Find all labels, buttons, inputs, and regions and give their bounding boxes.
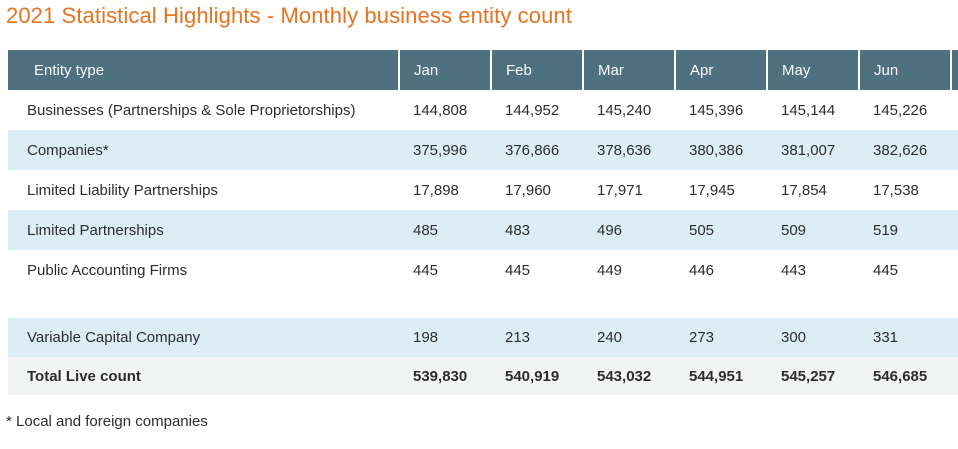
- table-row-businesses: Businesses (Partnerships & Sole Propriet…: [8, 90, 958, 130]
- cell-value: 483: [491, 210, 583, 250]
- cell-value: 376,866: [491, 130, 583, 170]
- row-label: Limited Liability Partnerships: [8, 170, 399, 210]
- cell-cutoff: [951, 210, 958, 250]
- column-header-entity-type: Entity type: [8, 50, 399, 90]
- cell-cutoff: [951, 250, 958, 290]
- cell-value: 145,396: [675, 90, 767, 130]
- cell-value: 17,945: [675, 170, 767, 210]
- column-header-jun: Jun: [858, 50, 951, 90]
- cell-value: 449: [583, 250, 675, 290]
- row-label: Limited Partnerships: [8, 210, 399, 250]
- cell-cutoff: [951, 90, 958, 130]
- cell-value: [767, 290, 859, 318]
- cell-value: 509: [767, 210, 859, 250]
- cell-value: 17,960: [491, 170, 583, 210]
- cell-value: 273: [675, 318, 767, 357]
- cell-value: 540,919: [491, 357, 583, 395]
- cell-value: 17,854: [767, 170, 859, 210]
- cell-value: 545,257: [767, 357, 859, 395]
- row-label: Companies*: [8, 130, 399, 170]
- cell-value: [859, 290, 951, 318]
- table-row-vcc: Variable Capital Company 198 213 240 273…: [8, 318, 958, 357]
- entity-count-table-container: Entity type Jan Feb Mar Apr May Jun Busi…: [8, 50, 958, 395]
- cell-value: 17,898: [399, 170, 491, 210]
- cell-value: 543,032: [583, 357, 675, 395]
- cell-value: 145,240: [583, 90, 675, 130]
- cell-value: 445: [859, 250, 951, 290]
- cell-value: [675, 290, 767, 318]
- cell-value: [399, 290, 491, 318]
- cell-cutoff: [951, 290, 958, 318]
- table-header-row: Entity type Jan Feb Mar Apr May Jun: [8, 50, 958, 90]
- cell-value: 505: [675, 210, 767, 250]
- cell-value: 144,808: [399, 90, 491, 130]
- cell-value: 546,685: [859, 357, 951, 395]
- column-header-feb: Feb: [490, 50, 583, 90]
- cell-value: 145,144: [767, 90, 859, 130]
- table-row-public-accounting-firms: Public Accounting Firms 445 445 449 446 …: [8, 250, 958, 290]
- cell-cutoff: [951, 170, 958, 210]
- cell-value: 443: [767, 250, 859, 290]
- cell-value: 144,952: [491, 90, 583, 130]
- cell-value: 17,538: [859, 170, 951, 210]
- cell-value: [491, 290, 583, 318]
- row-label: Variable Capital Company: [8, 318, 399, 357]
- cell-value: 544,951: [675, 357, 767, 395]
- table-row-total-live-count: Total Live count 539,830 540,919 543,032…: [8, 357, 958, 395]
- column-header-apr: Apr: [674, 50, 767, 90]
- row-label: Businesses (Partnerships & Sole Propriet…: [8, 90, 399, 130]
- table-row-spacer: [8, 290, 958, 318]
- cell-cutoff: [951, 357, 958, 395]
- row-label: [8, 290, 399, 318]
- cell-value: 300: [767, 318, 859, 357]
- cell-value: 380,386: [675, 130, 767, 170]
- entity-count-table: Entity type Jan Feb Mar Apr May Jun Busi…: [8, 50, 958, 395]
- table-row-llp: Limited Liability Partnerships 17,898 17…: [8, 170, 958, 210]
- cell-value: 240: [583, 318, 675, 357]
- cell-value: 445: [491, 250, 583, 290]
- cell-cutoff: [951, 318, 958, 357]
- cell-value: [583, 290, 675, 318]
- column-header-mar: Mar: [582, 50, 675, 90]
- page-title: 2021 Statistical Highlights - Monthly bu…: [6, 3, 572, 28]
- cell-value: 445: [399, 250, 491, 290]
- column-header-cutoff: [950, 50, 958, 90]
- cell-value: 446: [675, 250, 767, 290]
- cell-value: 485: [399, 210, 491, 250]
- row-label: Public Accounting Firms: [8, 250, 399, 290]
- cell-value: 382,626: [859, 130, 951, 170]
- table-row-lp: Limited Partnerships 485 483 496 505 509…: [8, 210, 958, 250]
- cell-value: 381,007: [767, 130, 859, 170]
- column-header-jan: Jan: [398, 50, 491, 90]
- footnote: * Local and foreign companies: [6, 413, 208, 430]
- cell-value: 331: [859, 318, 951, 357]
- cell-value: 378,636: [583, 130, 675, 170]
- cell-value: 496: [583, 210, 675, 250]
- cell-value: 198: [399, 318, 491, 357]
- row-label: Total Live count: [8, 357, 399, 395]
- cell-value: 539,830: [399, 357, 491, 395]
- cell-value: 145,226: [859, 90, 951, 130]
- cell-value: 519: [859, 210, 951, 250]
- table-row-companies: Companies* 375,996 376,866 378,636 380,3…: [8, 130, 958, 170]
- cell-value: 375,996: [399, 130, 491, 170]
- cell-value: 213: [491, 318, 583, 357]
- cell-value: 17,971: [583, 170, 675, 210]
- cell-cutoff: [951, 130, 958, 170]
- column-header-may: May: [766, 50, 859, 90]
